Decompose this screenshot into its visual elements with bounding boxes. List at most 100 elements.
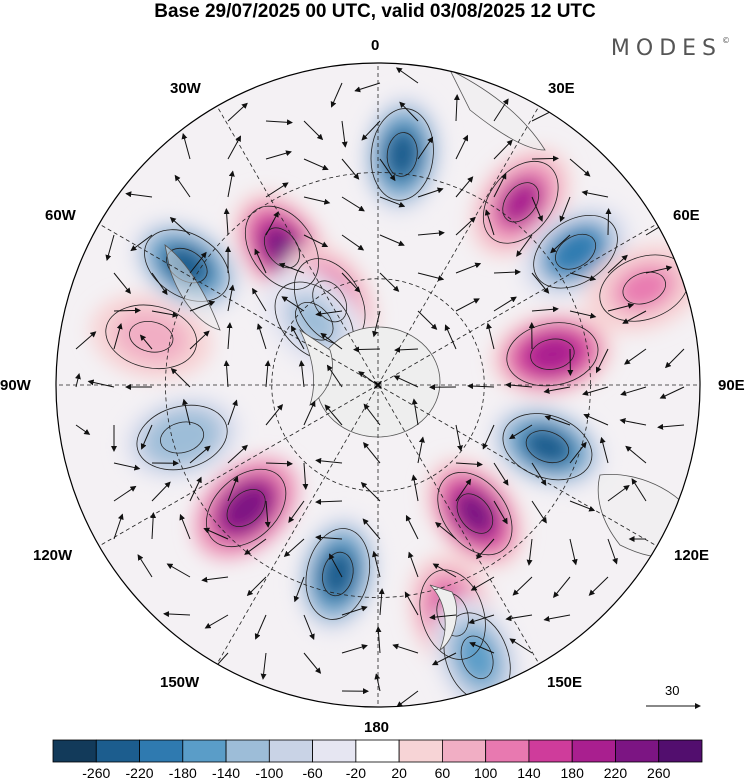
wind-vector [493, 172, 507, 198]
wind-vector [486, 322, 495, 350]
wind-vector [622, 310, 647, 324]
anomaly-blob [384, 128, 421, 181]
colorbar-tick-label: 20 [391, 765, 407, 781]
contour-line [437, 471, 513, 556]
wind-vector [531, 306, 559, 313]
wind-vector [395, 67, 419, 84]
wind-vector [392, 643, 419, 654]
wind-vector [226, 322, 233, 350]
wind-vector [75, 372, 81, 388]
contour-line [144, 229, 230, 302]
colorbar-swatch [441, 739, 487, 763]
contour-line [525, 430, 570, 464]
wind-vector [631, 478, 647, 502]
colorbar-swatch [139, 739, 184, 763]
colorbar-swatch [52, 739, 97, 763]
wind-vector [341, 272, 361, 293]
wind-vector [455, 298, 480, 312]
wind-scale-label: 30 [665, 683, 680, 698]
meridian-line [377, 105, 540, 386]
wind-vector [329, 553, 343, 578]
wind-vector [137, 554, 153, 578]
wind-vector [174, 174, 191, 198]
wind-vector [607, 302, 635, 312]
wind-vector [582, 386, 609, 396]
wind-vector [476, 538, 495, 560]
wind-vector [379, 234, 405, 247]
wind-vector [569, 441, 587, 464]
wind-vector [303, 158, 329, 171]
wind-vector [75, 424, 91, 435]
colorbar-swatch [615, 739, 660, 763]
wind-vector [75, 331, 97, 350]
wind-vector [182, 398, 191, 426]
colorbar-swatch [571, 739, 616, 763]
new-zealand-outline [429, 584, 458, 652]
wind-vector [264, 500, 271, 528]
wind-vector [265, 119, 293, 126]
wind-vector [320, 332, 343, 350]
wind-vector [302, 462, 309, 490]
wind-vector [469, 641, 495, 654]
wind-vector [360, 481, 381, 502]
wind-vector [372, 550, 381, 578]
wind-vector [169, 217, 191, 236]
wind-vector [467, 383, 495, 390]
wind-vector [531, 155, 559, 162]
contour-line [622, 271, 666, 305]
wind-vector [455, 176, 474, 198]
wind-vector [645, 265, 673, 274]
colorbar-swatch [355, 739, 400, 763]
wind-vector [170, 368, 191, 388]
wind-vector [599, 436, 609, 464]
wind-vector [140, 424, 153, 450]
wind-vector [411, 474, 419, 502]
wind-vector [303, 234, 329, 248]
copyright-mark: © [722, 36, 730, 45]
colorbar-labels: -260 -220 -180 -140 -100 -60 -20 20 60 100 140 180 2… [0, 765, 750, 783]
anomaly-blob [319, 548, 357, 600]
wind-vector [505, 382, 533, 389]
wind-vector [508, 424, 533, 440]
wind-vector [583, 413, 609, 426]
wind-vector [588, 576, 609, 596]
wind-vector [411, 398, 419, 426]
lon-label-90e: 90E [718, 377, 745, 394]
contour-line [502, 413, 593, 481]
wind-vector [315, 310, 343, 317]
wind-vector [113, 513, 124, 540]
colorbar-tick-label: 180 [560, 765, 584, 781]
wind-vector [341, 605, 368, 616]
anomaly-blob [125, 318, 177, 356]
wind-vector [303, 652, 322, 674]
wind-vector [531, 196, 543, 222]
anomaly-blob [526, 335, 579, 373]
wind-vector [166, 563, 191, 578]
wind-vector [396, 690, 419, 707]
wind-vector [435, 521, 457, 540]
wind-vector [544, 415, 571, 426]
wind-vector [493, 500, 508, 525]
wind-vector [227, 284, 235, 312]
wind-vector [607, 485, 630, 502]
wind-vector [265, 182, 289, 198]
wind-vector [493, 139, 513, 160]
wind-vector [493, 98, 509, 122]
wind-vector [315, 534, 343, 541]
colorbar [52, 739, 703, 763]
wind-vectors [75, 67, 685, 707]
contour-lines [105, 108, 690, 703]
wind-vector [417, 310, 438, 330]
wind-vector [363, 441, 381, 464]
wind-vector [543, 614, 571, 622]
wind-vector [181, 132, 191, 160]
anomaly-blob [458, 632, 497, 683]
wind-vector [265, 211, 279, 236]
wind-vector [372, 310, 381, 338]
wind-vector [303, 614, 315, 641]
wind-vector [189, 476, 202, 502]
wind-vector [362, 518, 381, 540]
wind-vector [227, 102, 248, 122]
anomaly-blob [223, 485, 269, 531]
